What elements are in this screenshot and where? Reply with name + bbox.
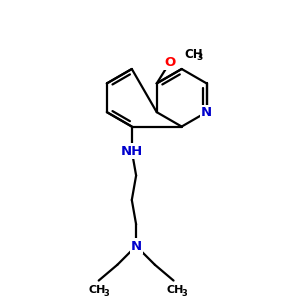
Text: CH: CH [184, 47, 203, 61]
Text: NH: NH [121, 145, 143, 158]
Text: 3: 3 [196, 53, 203, 62]
Text: 3: 3 [182, 289, 188, 298]
Text: CH: CH [88, 285, 106, 295]
Text: O: O [164, 56, 175, 69]
Text: N: N [201, 106, 212, 119]
Text: N: N [130, 239, 142, 253]
Text: 3: 3 [104, 289, 110, 298]
Text: CH: CH [166, 285, 184, 295]
